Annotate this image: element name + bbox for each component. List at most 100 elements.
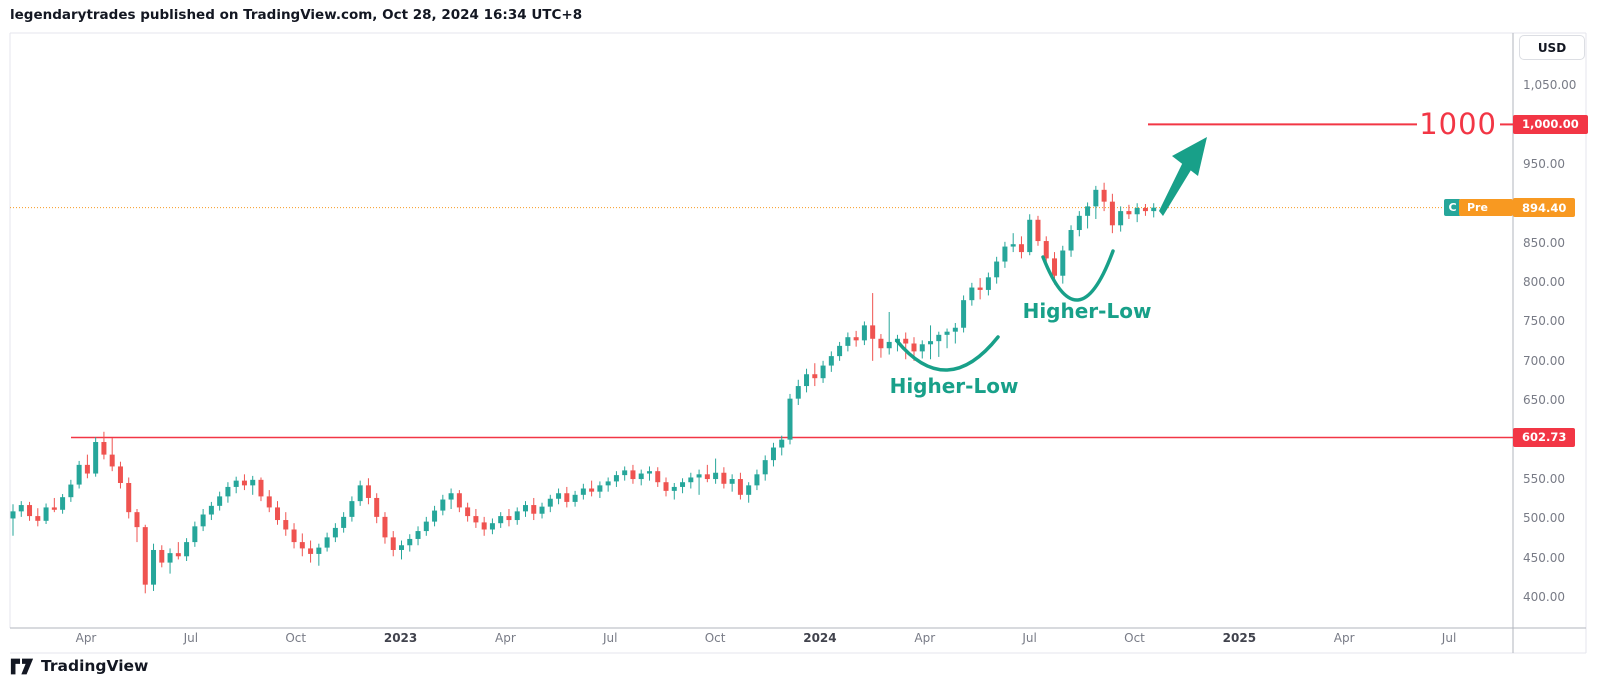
candlestick xyxy=(1118,206,1124,232)
candlestick xyxy=(572,490,578,507)
candle-body xyxy=(126,482,132,513)
candlestick xyxy=(539,502,545,519)
candlestick xyxy=(407,534,413,552)
candle-body xyxy=(390,537,396,550)
candlestick xyxy=(878,334,884,358)
candlestick xyxy=(762,455,768,481)
candle-body xyxy=(1027,219,1033,253)
time-tick-label: Jul xyxy=(1441,631,1457,645)
projection-arrow-shaft[interactable] xyxy=(1159,162,1191,216)
candle-body xyxy=(605,481,611,486)
price-badge-60273: 602.73 xyxy=(1513,427,1576,447)
candle-body xyxy=(1010,244,1016,247)
candle-body xyxy=(845,337,851,346)
candle-body xyxy=(1151,207,1157,212)
attribution-text: legendarytrades published on TradingView… xyxy=(10,7,583,23)
candle-body xyxy=(985,277,991,290)
candlestick xyxy=(853,330,859,347)
candle-body xyxy=(1035,219,1041,242)
higher-low-arc-1[interactable] xyxy=(895,335,1000,372)
candlestick xyxy=(1093,185,1099,219)
tradingview-logo[interactable]: TradingView xyxy=(10,657,148,675)
price-tick-label: 700.00 xyxy=(1523,353,1565,368)
candle-body xyxy=(151,549,157,585)
candlestick xyxy=(746,482,752,503)
candlestick xyxy=(283,512,289,536)
candle-body xyxy=(175,553,181,557)
tradingview-logo-icon xyxy=(10,658,34,674)
candle-body xyxy=(729,479,735,484)
candlestick xyxy=(886,311,892,355)
candle-body xyxy=(713,472,719,480)
candlestick xyxy=(1060,245,1066,284)
candle-body xyxy=(76,464,82,485)
candlestick xyxy=(275,501,281,525)
time-tick-label: Oct xyxy=(1124,631,1145,645)
candle-body xyxy=(415,531,421,539)
candle-body xyxy=(655,471,661,483)
candlestick xyxy=(994,256,1000,284)
candle-body xyxy=(27,505,33,517)
candlestick xyxy=(68,479,74,502)
candlestick xyxy=(787,393,793,445)
candlestick xyxy=(1085,202,1091,229)
candle-body xyxy=(1101,189,1107,202)
higher-low-annotation-2[interactable]: Higher-Low xyxy=(1022,299,1152,323)
candle-body xyxy=(944,331,950,335)
candlestick xyxy=(1076,211,1082,237)
candle-body xyxy=(68,484,74,498)
candlestick xyxy=(324,532,330,552)
candlestick xyxy=(84,454,90,479)
candlestick xyxy=(1010,233,1016,253)
candlestick xyxy=(399,540,405,560)
candlestick xyxy=(729,474,735,492)
candlestick xyxy=(456,490,462,513)
candle-body xyxy=(721,472,727,484)
currency-button[interactable]: USD xyxy=(1519,35,1585,60)
candlestick xyxy=(27,501,33,521)
candlestick xyxy=(713,458,719,484)
candlestick xyxy=(671,482,677,500)
target-price-label[interactable]: 1000 xyxy=(1419,107,1497,141)
candlestick xyxy=(556,488,562,505)
candlestick xyxy=(812,363,818,387)
candle-body xyxy=(1002,246,1008,262)
projection-arrow-head[interactable] xyxy=(1172,137,1207,176)
candle-body xyxy=(820,365,826,379)
price-badge-100000: 1,000.00 xyxy=(1513,114,1588,134)
price-tick-label: 500.00 xyxy=(1523,511,1565,526)
candlestick xyxy=(696,469,702,495)
candlestick xyxy=(952,323,958,344)
candlestick xyxy=(233,476,239,494)
candle-body xyxy=(448,493,454,500)
candle-body xyxy=(1076,215,1082,231)
candle-body xyxy=(465,507,471,517)
candlestick xyxy=(440,494,446,516)
candlestick xyxy=(1126,204,1132,219)
candle-body xyxy=(481,522,487,530)
candlestick xyxy=(151,543,157,591)
time-tick-label: Oct xyxy=(285,631,307,645)
candle-body xyxy=(572,494,578,502)
price-tick-label: 650.00 xyxy=(1523,393,1565,408)
candle-body xyxy=(589,488,595,492)
candlestick xyxy=(721,467,727,489)
candlestick xyxy=(225,482,231,503)
candle-body xyxy=(51,507,57,510)
candlestick xyxy=(250,475,256,495)
candle-body xyxy=(779,439,785,448)
candle-body xyxy=(35,516,41,521)
candlestick xyxy=(828,351,834,372)
candlestick xyxy=(580,483,586,500)
candlestick xyxy=(977,278,983,300)
candlestick xyxy=(415,526,421,546)
candlestick xyxy=(613,471,619,487)
candlestick xyxy=(564,486,570,508)
higher-low-annotation-1[interactable]: Higher-Low xyxy=(889,374,1019,398)
candle-body xyxy=(952,327,958,332)
higher-low-arc-2[interactable] xyxy=(1041,249,1115,302)
candle-body xyxy=(184,542,190,557)
candle-body xyxy=(1142,207,1148,212)
